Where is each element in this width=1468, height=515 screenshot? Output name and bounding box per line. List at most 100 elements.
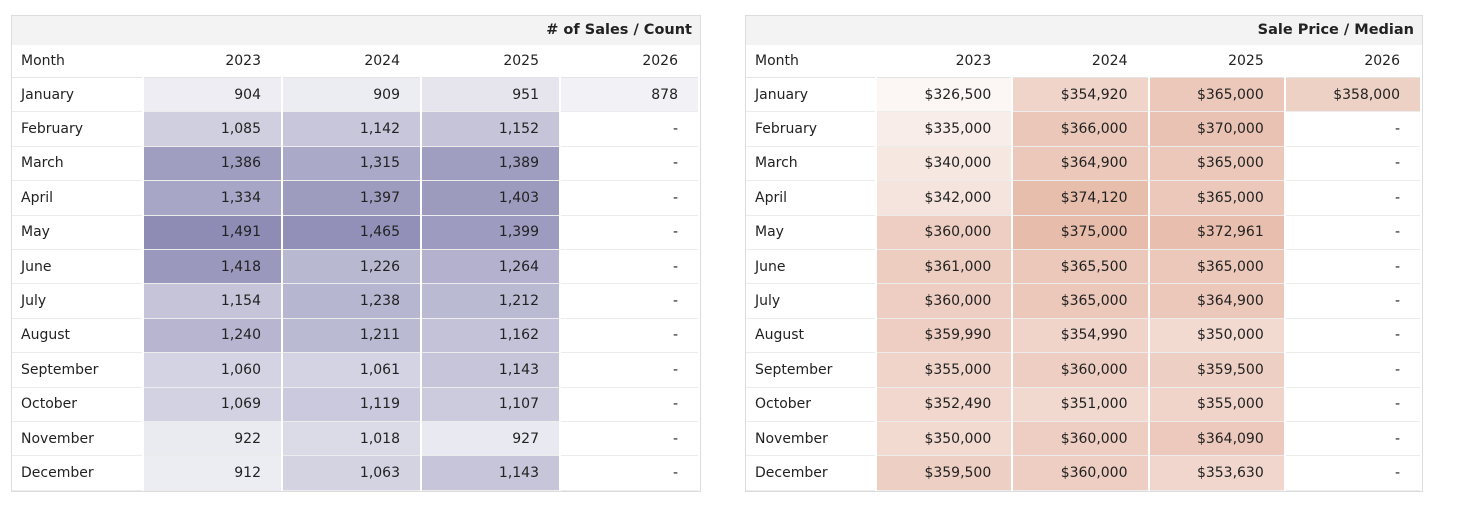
cell: -	[559, 318, 700, 354]
cell: 1,240	[142, 318, 283, 354]
row: June $361,000 $365,500 $365,000-	[746, 249, 1423, 285]
cell: -	[1283, 111, 1423, 147]
row: February 1,085 1,142 1,152-	[12, 111, 700, 147]
cell: $350,000	[874, 421, 1014, 457]
cell: 922	[142, 421, 283, 457]
cell: 1,386	[142, 146, 283, 182]
cell: $370,000	[1147, 111, 1286, 147]
row-label: August	[12, 318, 144, 354]
row: October $352,490 $351,000 $355,000-	[746, 387, 1423, 422]
row: September $355,000 $360,000 $359,500-	[746, 352, 1423, 388]
column-header: 2024	[281, 45, 422, 78]
cell: 904	[142, 77, 283, 113]
row-label: May	[12, 215, 144, 250]
cell: 1,399	[420, 215, 561, 250]
cell: -	[559, 249, 700, 285]
row: May 1,491 1,465 1,399-	[12, 215, 700, 250]
cell: $359,500	[874, 455, 1014, 491]
cell: 1,403	[420, 180, 561, 216]
row: July $360,000 $365,000 $364,900-	[746, 283, 1423, 319]
cell: $365,500	[1011, 249, 1150, 285]
cell: 1,154	[142, 283, 283, 319]
row-label: November	[12, 421, 144, 457]
cell: 912	[142, 455, 283, 491]
cell: $360,000	[1011, 455, 1150, 491]
cell: 1,211	[281, 318, 422, 354]
row-label: July	[12, 283, 144, 319]
cell: 1,418	[142, 249, 283, 285]
cell: $358,000	[1283, 77, 1423, 113]
cell: 1,212	[420, 283, 561, 319]
price-table: Sale Price / Median Month 2023 2024 2025 2026…	[745, 15, 1423, 492]
cell: 1,162	[420, 318, 561, 354]
cell: -	[1283, 455, 1423, 491]
cell: -	[1283, 215, 1423, 250]
row: June 1,418 1,226 1,264-	[12, 249, 700, 285]
row: April $342,000 $374,120 $365,000-	[746, 180, 1423, 216]
cell: -	[559, 180, 700, 216]
cell: 1,063	[281, 455, 422, 491]
row-label: April	[746, 180, 877, 216]
cell: -	[1283, 352, 1423, 388]
cell: $360,000	[1011, 352, 1150, 388]
row: May $360,000 $375,000 $372,961-	[746, 215, 1423, 250]
row: July 1,154 1,238 1,212-	[12, 283, 700, 319]
column-header: Month	[746, 45, 877, 78]
row-label: June	[12, 249, 144, 285]
cell: -	[1283, 249, 1423, 285]
cell: -	[559, 455, 700, 491]
header-row: Month 2023 2024 2025 2026	[746, 45, 1423, 78]
cell: -	[559, 111, 700, 147]
cell: $326,500	[874, 77, 1014, 113]
row-label: August	[746, 318, 877, 354]
cell: 951	[420, 77, 561, 113]
cell: 1,226	[281, 249, 422, 285]
row-label: October	[746, 387, 877, 422]
cell: -	[1283, 421, 1423, 457]
row-label: March	[12, 146, 144, 182]
cell: $364,900	[1011, 146, 1150, 182]
cell: 1,107	[420, 387, 561, 422]
cell: 1,085	[142, 111, 283, 147]
column-header: 2024	[1011, 45, 1150, 78]
row-label: May	[746, 215, 877, 250]
cell: $365,000	[1011, 283, 1150, 319]
column-header: 2026	[1283, 45, 1423, 78]
row: November 922 1,018 927-	[12, 421, 700, 457]
cell: $354,990	[1011, 318, 1150, 354]
cell: $342,000	[874, 180, 1014, 216]
cell: -	[1283, 146, 1423, 182]
row: November $350,000 $360,000 $364,090-	[746, 421, 1423, 457]
cell: $365,000	[1147, 180, 1286, 216]
column-header: Month	[12, 45, 144, 78]
row: August $359,990 $354,990 $350,000-	[746, 318, 1423, 354]
cell: -	[1283, 283, 1423, 319]
column-header: 2025	[1147, 45, 1286, 78]
cell: 1,397	[281, 180, 422, 216]
row-label: February	[746, 111, 877, 147]
row-label: February	[12, 111, 144, 147]
cell: $335,000	[874, 111, 1014, 147]
cell: $359,500	[1147, 352, 1286, 388]
table: Month 2023 2024 2025 2026 January $326,500 $354…	[746, 45, 1423, 491]
row: December $359,500 $360,000 $353,630-	[746, 455, 1423, 491]
cell: $360,000	[1011, 421, 1150, 457]
cell: $361,000	[874, 249, 1014, 285]
cell: 1,142	[281, 111, 422, 147]
cell: -	[559, 352, 700, 388]
cell: $360,000	[874, 215, 1014, 250]
cell: -	[559, 283, 700, 319]
row-label: September	[12, 352, 144, 388]
row-label: December	[746, 455, 877, 491]
cell: 1,069	[142, 387, 283, 422]
table-title: # of Sales / Count	[12, 16, 700, 45]
cell: -	[559, 146, 700, 182]
row-label: December	[12, 455, 144, 491]
row-label: April	[12, 180, 144, 216]
row: February $335,000 $366,000 $370,000-	[746, 111, 1423, 147]
header-row: Month 2023 2024 2025 2026	[12, 45, 700, 78]
cell: $366,000	[1011, 111, 1150, 147]
row-label: September	[746, 352, 877, 388]
cell: 1,152	[420, 111, 561, 147]
row: April 1,334 1,397 1,403-	[12, 180, 700, 216]
